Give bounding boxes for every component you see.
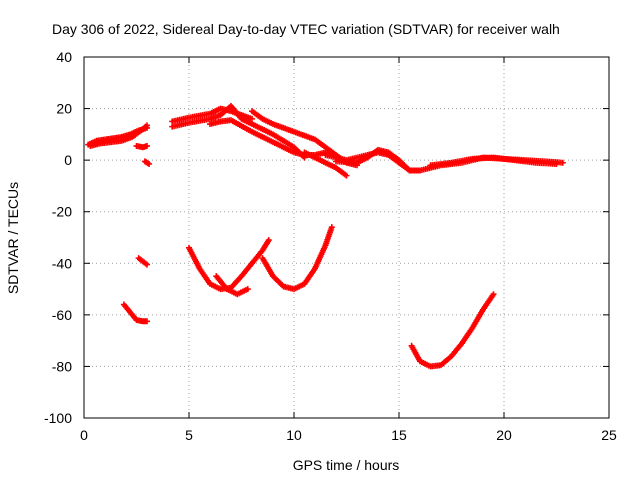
- x-axis-label: GPS time / hours: [293, 457, 400, 473]
- data-point: [249, 115, 255, 122]
- y-axis-label: SDTVAR / TECUs: [5, 182, 21, 294]
- series-track-f: [169, 102, 308, 161]
- data-point: [265, 237, 272, 244]
- plot-frame: [83, 56, 610, 419]
- data-point: [144, 318, 150, 325]
- x-tick-label: 5: [185, 427, 193, 443]
- y-tick-label: -40: [52, 255, 72, 271]
- y-tick-label: -60: [52, 307, 72, 323]
- ticks: [83, 56, 610, 419]
- y-tick-label: 40: [56, 49, 72, 65]
- y-tick-label: -80: [52, 358, 72, 374]
- series-track-r: [259, 224, 335, 293]
- series-track-n: [120, 301, 150, 325]
- data-point: [490, 291, 497, 298]
- series-track-d: [141, 158, 153, 168]
- x-tick-label: 25: [601, 427, 617, 443]
- y-tick-label: 0: [64, 152, 72, 168]
- y-tick-label: -20: [52, 204, 72, 220]
- chart-title: Day 306 of 2022, Sidereal Day-to-day VTE…: [52, 21, 560, 37]
- data-point: [559, 159, 566, 166]
- series-track-c: [133, 142, 150, 151]
- data-point: [144, 142, 150, 149]
- series-track-q: [213, 273, 251, 298]
- series-track-o: [135, 255, 150, 268]
- series-track-m: [427, 154, 560, 169]
- x-tick-label: 10: [286, 427, 302, 443]
- grid: [84, 57, 609, 418]
- data-point: [553, 161, 560, 168]
- data-point: [146, 161, 153, 168]
- series-track-s: [408, 291, 497, 370]
- data-point: [343, 172, 350, 179]
- x-tick-label: 0: [80, 427, 88, 443]
- y-tick-label: 20: [56, 101, 72, 117]
- x-tick-label: 20: [496, 427, 512, 443]
- data-point: [244, 286, 251, 293]
- data-point: [328, 224, 335, 231]
- tick-labels: 0 5 10 15 20 25 -100 -80 -60 -40 -20 0 20 40: [44, 49, 617, 443]
- data-point: [144, 261, 150, 268]
- y-tick-label: -100: [44, 410, 72, 426]
- series-track-i: [301, 149, 350, 179]
- data-points: [85, 102, 566, 370]
- series-track-b: [87, 122, 150, 149]
- data-point: [144, 122, 150, 129]
- series-track-p: [186, 237, 272, 293]
- x-tick-label: 15: [391, 427, 407, 443]
